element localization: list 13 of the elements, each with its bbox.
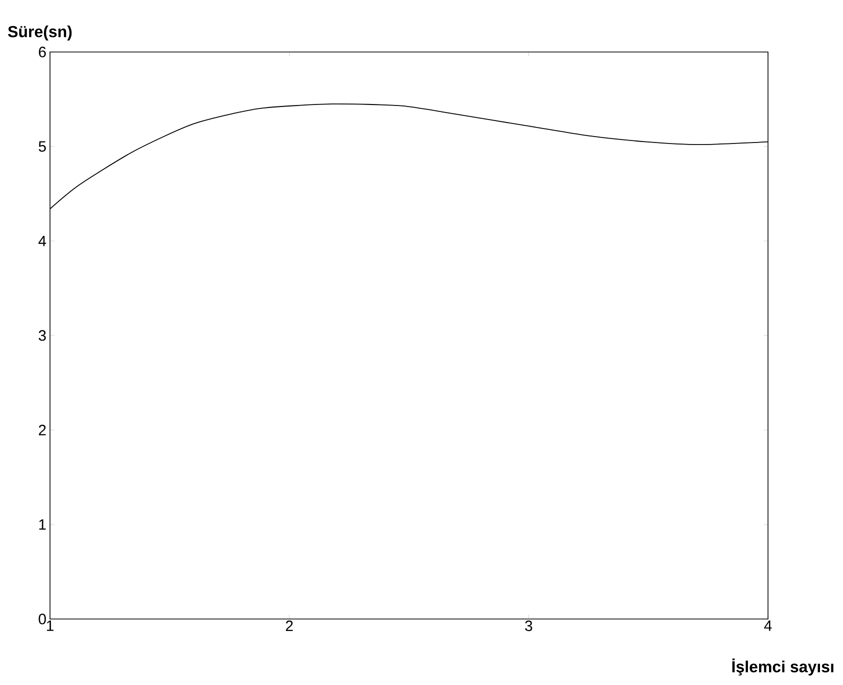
y-tick-label: 4 [38,236,46,246]
x-tick-label: 4 [764,620,772,631]
x-tick-label: 3 [525,620,532,632]
x-tick-label: 2 [286,620,293,631]
y-tick-label: 6 [38,46,46,58]
y-tick-label: 1 [39,519,46,530]
x-axis-title: İşlemci sayısı [732,658,834,676]
x-tick-label: 1 [46,620,54,631]
y-tick-label: 3 [38,330,46,341]
y-axis-title: Süre(sn) [8,26,72,40]
y-tick-label: 5 [38,141,46,152]
y-tick-label: 0 [38,614,46,624]
y-tick-label: 2 [38,424,46,436]
